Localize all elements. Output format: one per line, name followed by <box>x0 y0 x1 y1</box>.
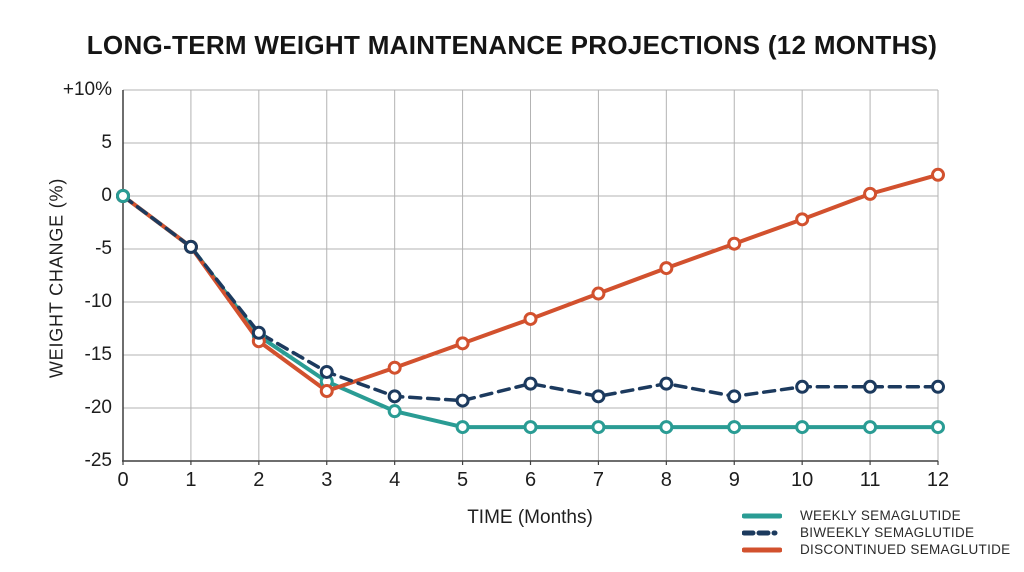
x-tick-label: 11 <box>859 469 881 491</box>
x-tick-label: 10 <box>791 469 814 491</box>
data-point-discontinued <box>523 311 538 326</box>
x-tick-label: 7 <box>592 469 604 491</box>
x-tick-label: 4 <box>389 469 401 491</box>
data-point-weekly <box>931 420 945 435</box>
y-tick-label: -10 <box>84 291 112 312</box>
legend-swatch-discontinued-icon <box>742 547 782 552</box>
x-tick-label: 6 <box>524 469 537 491</box>
data-point-biweekly <box>795 379 810 394</box>
x-axis-title: TIME (Months) <box>467 507 593 528</box>
data-point-biweekly <box>183 239 198 254</box>
data-point-discontinued <box>387 360 402 375</box>
data-point-biweekly <box>863 379 878 394</box>
data-point-discontinued <box>455 336 470 351</box>
x-tick-label: 5 <box>457 469 469 491</box>
data-point-weekly <box>727 420 742 435</box>
legend-swatch-biweekly-icon <box>742 530 782 535</box>
legend-label: BIWEEKLY SEMAGLUTIDE <box>800 525 975 540</box>
data-point-discontinued <box>931 167 945 182</box>
data-point-weekly <box>455 420 470 435</box>
data-point-discontinued <box>795 212 810 227</box>
data-point-biweekly <box>251 325 266 340</box>
y-tick-label: -25 <box>84 450 112 471</box>
legend-item-weekly: WEEKLY SEMAGLUTIDE <box>742 507 1010 524</box>
y-tick-label: 0 <box>101 185 112 206</box>
data-point-biweekly <box>659 376 674 391</box>
x-tick-label: 12 <box>926 469 950 491</box>
data-point-biweekly <box>387 389 402 404</box>
data-point-weekly <box>387 404 402 419</box>
data-point-biweekly <box>319 364 334 379</box>
legend-label: DISCONTINUED SEMAGLUTIDE <box>800 542 1011 557</box>
data-point-weekly <box>795 420 810 435</box>
data-point-discontinued <box>727 236 742 251</box>
data-point-discontinued <box>591 286 606 301</box>
legend-item-discontinued: DISCONTINUED SEMAGLUTIDE <box>742 541 1010 558</box>
data-point-weekly <box>591 420 606 435</box>
data-point-discontinued <box>319 384 334 399</box>
x-tick-label: 2 <box>253 469 265 491</box>
x-tick-label: 0 <box>117 469 129 491</box>
legend-label: WEEKLY SEMAGLUTIDE <box>800 508 961 523</box>
data-point-discontinued <box>863 186 878 201</box>
y-tick-label: -20 <box>84 397 112 418</box>
data-point-biweekly <box>727 389 742 404</box>
legend-item-biweekly: BIWEEKLY SEMAGLUTIDE <box>742 524 1010 541</box>
data-point-weekly <box>863 420 878 435</box>
data-point-biweekly <box>591 389 606 404</box>
data-point-weekly <box>523 420 538 435</box>
legend-swatch-weekly-icon <box>742 513 782 518</box>
legend: WEEKLY SEMAGLUTIDE BIWEEKLY SEMAGLUTIDE DI… <box>742 507 1010 558</box>
x-tick-label: 8 <box>660 469 672 491</box>
data-point-weekly <box>659 420 674 435</box>
y-tick-label: +10% <box>62 79 112 100</box>
x-tick-label: 9 <box>728 469 740 491</box>
y-tick-label: -5 <box>95 238 112 259</box>
y-tick-label: -15 <box>84 344 112 365</box>
data-point-discontinued <box>659 261 674 276</box>
y-tick-label: 5 <box>101 132 112 153</box>
x-tick-label: 3 <box>321 469 333 491</box>
data-point-weekly <box>116 189 130 203</box>
chart-title: LONG-TERM WEIGHT MAINTENANCE PROJECTIONS… <box>86 30 938 60</box>
data-point-biweekly <box>931 379 945 394</box>
x-tick-label: 1 <box>185 469 197 491</box>
data-point-biweekly <box>523 376 538 391</box>
data-point-biweekly <box>455 393 470 408</box>
